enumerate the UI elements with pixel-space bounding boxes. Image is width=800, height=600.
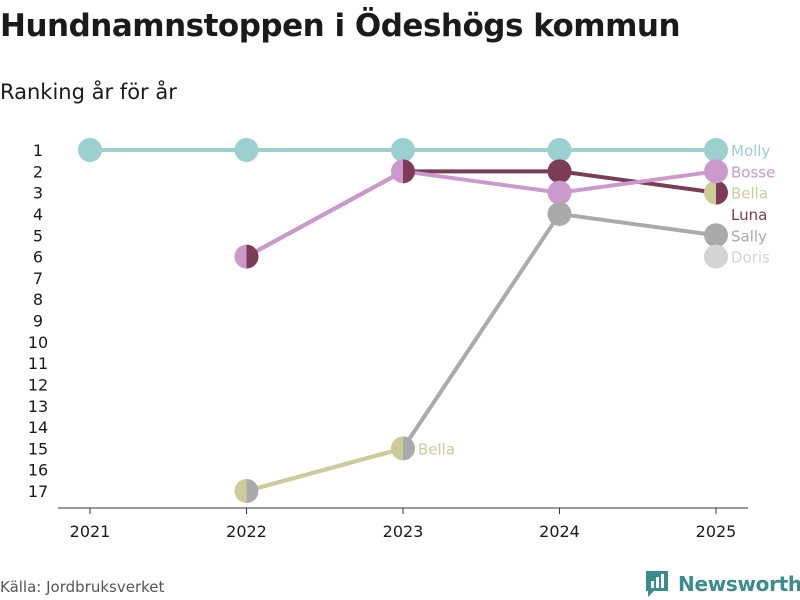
data-point-bella xyxy=(704,180,716,205)
x-tick-label: 2024 xyxy=(539,522,580,541)
data-point-sally xyxy=(704,223,728,248)
data-point-luna xyxy=(547,159,572,184)
chart-subtitle: Ranking år för år xyxy=(0,80,177,104)
data-point-sally xyxy=(403,436,416,461)
data-point-doris xyxy=(704,244,728,269)
series-label-sally: Sally xyxy=(731,227,767,245)
chart-title: Hundnamnstoppen i Ödeshögs kommun xyxy=(0,8,681,44)
y-tick-label: 1 xyxy=(33,141,43,160)
source-note: Källa: Jordbruksverket xyxy=(0,578,165,596)
series-line-sally xyxy=(244,211,718,493)
annotation-label: Bella xyxy=(418,440,455,458)
y-tick-label: 8 xyxy=(33,290,43,309)
y-tick-label: 3 xyxy=(33,184,43,203)
y-tick-label: 15 xyxy=(28,439,48,458)
x-tick-label: 2021 xyxy=(70,522,111,541)
y-tick-label: 14 xyxy=(28,418,48,437)
data-point-sally xyxy=(547,201,572,226)
y-tick-label: 16 xyxy=(28,461,48,480)
data-point-bella xyxy=(391,436,403,461)
x-tick-label: 2025 xyxy=(696,522,737,541)
series-label-bosse: Bosse xyxy=(731,163,775,181)
data-point-bosse xyxy=(547,180,572,205)
newsworthy-logo[interactable]: Newsworthy xyxy=(644,569,800,599)
y-tick-label: 9 xyxy=(33,312,43,331)
newsworthy-logo-icon xyxy=(646,571,668,597)
brand-name: Newsworthy xyxy=(678,572,800,596)
data-point-molly xyxy=(391,138,415,162)
data-point-molly xyxy=(78,138,102,162)
data-point-luna xyxy=(716,180,728,205)
y-tick-label: 4 xyxy=(33,205,43,224)
series-label-doris: Doris xyxy=(731,249,770,267)
series-label-molly: Molly xyxy=(731,142,770,160)
y-tick-label: 6 xyxy=(33,248,43,267)
series-line-bosse xyxy=(244,169,718,259)
y-tick-label: 12 xyxy=(28,375,48,394)
y-tick-label: 5 xyxy=(33,226,43,245)
y-tick-label: 10 xyxy=(28,333,48,352)
y-tick-label: 13 xyxy=(28,397,48,416)
series-label-luna: Luna xyxy=(731,206,767,224)
data-point-molly xyxy=(704,138,728,162)
data-point-molly xyxy=(234,138,259,162)
series-label-bella: Bella xyxy=(731,185,768,203)
x-tick-label: 2023 xyxy=(383,522,424,541)
data-point-bosse xyxy=(704,159,728,184)
y-tick-label: 2 xyxy=(33,162,43,181)
series-line-luna xyxy=(244,169,718,259)
y-tick-label: 7 xyxy=(33,269,43,288)
y-tick-label: 11 xyxy=(28,354,48,373)
data-point-bella xyxy=(234,479,247,503)
x-tick-label: 2022 xyxy=(226,522,267,541)
series-line-bella xyxy=(244,446,405,493)
data-point-molly xyxy=(547,138,572,162)
data-point-bosse xyxy=(234,244,247,269)
data-point-luna xyxy=(403,159,416,184)
data-point-bosse xyxy=(391,159,403,184)
data-point-sally xyxy=(246,479,259,503)
data-point-luna xyxy=(246,244,259,269)
y-tick-label: 17 xyxy=(28,482,48,501)
